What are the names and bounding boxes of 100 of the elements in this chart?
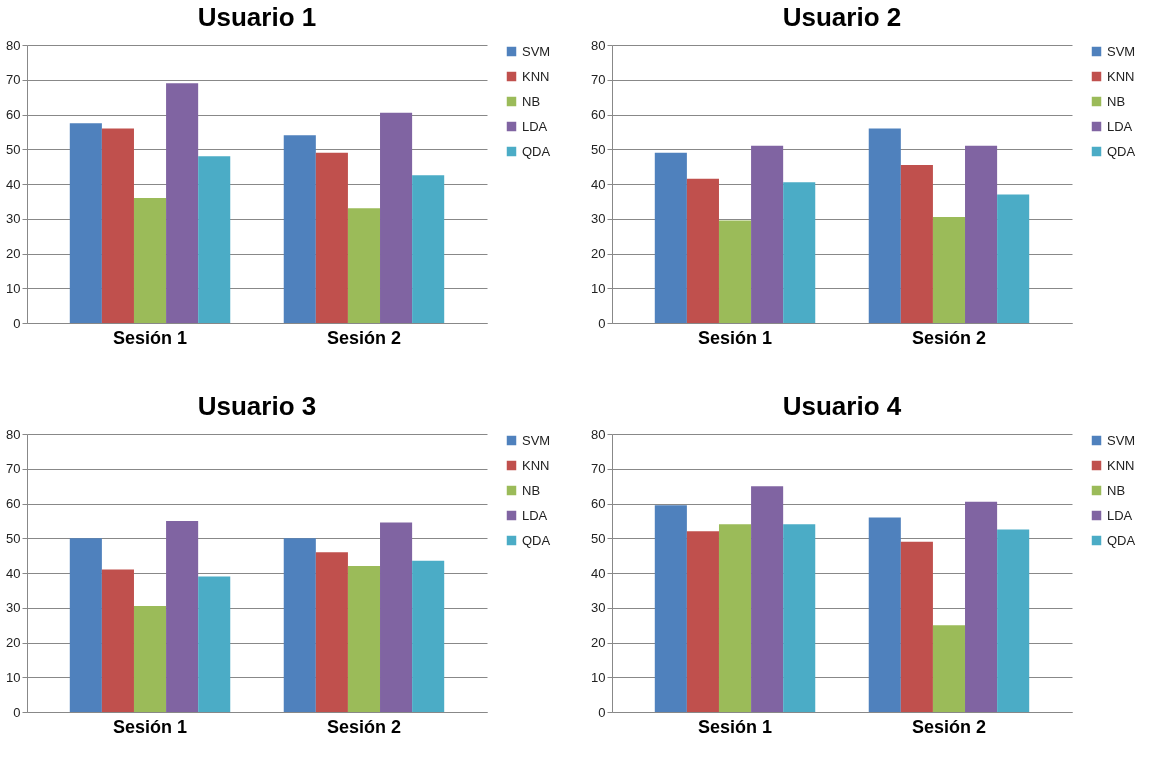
y-tick-label: 0 (13, 315, 21, 331)
y-tick-label: 20 (591, 246, 606, 261)
legend-label: KNN (1107, 68, 1135, 84)
legend-label: KNN (522, 68, 550, 84)
bar (198, 576, 231, 712)
y-tick-label: 30 (591, 211, 606, 227)
bar (751, 486, 784, 712)
legend-label: LDA (522, 507, 548, 523)
bar (101, 128, 134, 323)
bar (718, 524, 752, 712)
x-tick-label: Sesión 1 (113, 327, 188, 348)
bar (198, 156, 231, 323)
bar (283, 538, 316, 712)
y-tick-label: 70 (591, 461, 606, 477)
bar (686, 531, 719, 712)
bar (997, 529, 1030, 712)
x-tick-label: Sesión 2 (911, 716, 986, 737)
bar (412, 560, 445, 712)
y-tick-label: 50 (591, 141, 606, 157)
y-tick-label: 10 (6, 280, 21, 296)
bar (900, 541, 933, 712)
y-tick-label: 80 (591, 37, 606, 53)
bar (900, 164, 933, 323)
y-tick-label: 0 (13, 704, 21, 720)
bar (315, 152, 348, 323)
bar (654, 152, 687, 323)
y-tick-label: 40 (6, 176, 21, 192)
y-tick-label: 70 (591, 72, 606, 88)
legend-label: KNN (522, 457, 550, 473)
legend-label: LDA (522, 118, 548, 134)
bar (932, 217, 966, 323)
bar (965, 145, 998, 323)
y-tick-label: 60 (591, 496, 606, 511)
bar (932, 625, 966, 712)
bar (315, 552, 348, 712)
bar (751, 145, 784, 323)
bar (380, 112, 413, 323)
y-tick-label: 10 (591, 280, 606, 296)
bar (166, 83, 199, 323)
y-tick-label: 80 (591, 426, 606, 442)
y-tick-label: 30 (6, 211, 21, 227)
bar (783, 182, 816, 323)
bar (412, 175, 445, 323)
x-tick-label: Sesión 1 (113, 716, 188, 737)
y-tick-label: 30 (591, 600, 606, 616)
legend-label: SVM (1107, 43, 1136, 59)
legend-label: SVM (522, 43, 551, 59)
y-tick-label: 20 (591, 635, 606, 650)
bar (965, 501, 998, 712)
bar (868, 128, 901, 323)
legend-label: QDA (522, 532, 551, 548)
legend-label: NB (522, 93, 541, 109)
legend-label: QDA (522, 143, 551, 159)
y-tick-label: 0 (598, 704, 606, 720)
legend-label: NB (1107, 482, 1126, 498)
x-tick-label: Sesión 1 (698, 327, 773, 348)
y-tick-label: 60 (6, 496, 21, 511)
chart-title: Usuario 4 (782, 391, 902, 421)
y-tick-label: 40 (6, 565, 21, 581)
y-tick-label: 60 (591, 107, 606, 122)
bar (101, 569, 134, 712)
legend-label: LDA (1107, 507, 1133, 523)
legend-label: QDA (1107, 143, 1136, 159)
chart-title: Usuario 1 (197, 2, 317, 32)
legend-label: LDA (1107, 118, 1133, 134)
bar (347, 566, 381, 712)
x-tick-label: Sesión 2 (911, 327, 986, 348)
y-tick-label: 50 (6, 141, 21, 157)
y-tick-label: 10 (591, 669, 606, 685)
x-tick-label: Sesión 1 (698, 716, 773, 737)
y-tick-label: 10 (6, 669, 21, 685)
legend-label: SVM (522, 432, 551, 448)
y-tick-label: 50 (6, 530, 21, 546)
bar (133, 197, 167, 323)
bar (783, 524, 816, 712)
y-tick-label: 20 (6, 635, 21, 650)
y-tick-label: 30 (6, 600, 21, 616)
bar (997, 194, 1030, 323)
bar (686, 178, 719, 323)
bar (133, 606, 167, 712)
bar (718, 220, 752, 323)
legend-label: KNN (1107, 457, 1135, 473)
y-tick-label: 40 (591, 565, 606, 581)
y-tick-label: 70 (6, 461, 21, 477)
bar (69, 538, 102, 712)
y-tick-label: 70 (6, 72, 21, 88)
x-tick-label: Sesión 2 (326, 327, 401, 348)
legend-label: QDA (1107, 532, 1136, 548)
legend-label: SVM (1107, 432, 1136, 448)
chart-title: Usuario 3 (197, 391, 317, 421)
y-tick-label: 20 (6, 246, 21, 261)
bar (868, 517, 901, 712)
y-tick-label: 60 (6, 107, 21, 122)
y-tick-label: 80 (6, 37, 21, 53)
bar (380, 522, 413, 712)
legend-label: NB (1107, 93, 1126, 109)
bar (654, 505, 687, 712)
bar (69, 123, 102, 323)
bar (283, 135, 316, 323)
bar (166, 520, 199, 712)
